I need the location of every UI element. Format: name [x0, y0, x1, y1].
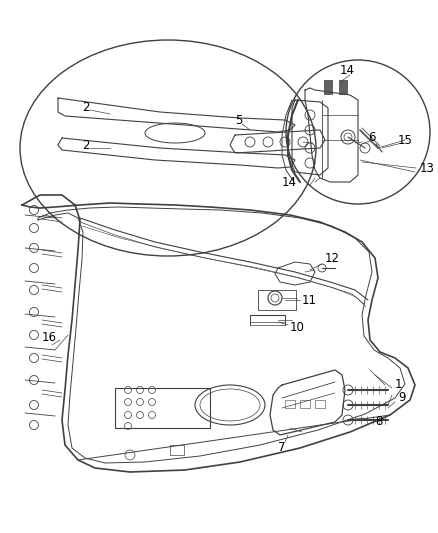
Bar [323, 80, 331, 94]
Text: 7: 7 [277, 441, 285, 455]
Text: 10: 10 [290, 321, 304, 335]
Bar [299, 400, 309, 408]
Bar [314, 400, 324, 408]
Text: 15: 15 [397, 133, 412, 147]
Text: 2: 2 [82, 139, 89, 151]
Text: 2: 2 [82, 101, 89, 114]
Bar [258, 290, 295, 310]
Text: 9: 9 [397, 392, 405, 405]
Bar [338, 80, 346, 94]
Text: 12: 12 [324, 252, 339, 264]
Bar [170, 445, 184, 455]
Text: 16: 16 [42, 332, 57, 344]
Bar [115, 388, 209, 428]
Text: 11: 11 [301, 294, 316, 306]
Text: 5: 5 [234, 114, 242, 126]
Text: 14: 14 [281, 175, 297, 189]
Text: 13: 13 [419, 161, 434, 174]
Text: 1: 1 [394, 378, 402, 392]
Text: 6: 6 [367, 131, 374, 143]
Text: 8: 8 [374, 416, 381, 429]
Bar [284, 400, 294, 408]
Text: 14: 14 [339, 63, 354, 77]
